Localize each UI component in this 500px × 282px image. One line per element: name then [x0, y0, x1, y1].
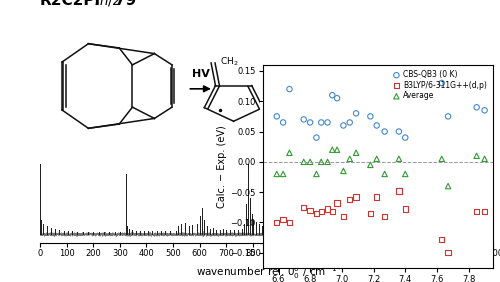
Average — [380, 172, 388, 176]
B3LYP/6-311G++(d,p) — [346, 197, 354, 202]
CBS-QB3 (0 K) — [317, 120, 325, 125]
CBS-QB3 (0 K) — [444, 114, 452, 119]
Average — [472, 153, 480, 158]
CBS-QB3 (0 K) — [402, 135, 409, 140]
CBS-QB3 (0 K) — [438, 81, 446, 85]
CBS-QB3 (0 K) — [340, 123, 347, 128]
CBS-QB3 (0 K) — [306, 120, 314, 125]
Text: HV: HV — [192, 69, 210, 79]
Average — [438, 157, 446, 161]
CBS-QB3 (0 K) — [328, 93, 336, 97]
CBS-QB3 (0 K) — [480, 108, 488, 113]
CBS-QB3 (0 K) — [312, 135, 320, 140]
B3LYP/6-311G++(d,p) — [395, 189, 403, 193]
B3LYP/6-311G++(d,p) — [372, 195, 380, 199]
CBS-QB3 (0 K) — [352, 111, 360, 116]
Average — [480, 157, 488, 161]
CBS-QB3 (0 K) — [300, 117, 308, 122]
B3LYP/6-311G++(d,p) — [402, 207, 409, 212]
B3LYP/6-311G++(d,p) — [352, 195, 360, 199]
CBS-QB3 (0 K) — [346, 120, 354, 125]
Average — [273, 172, 281, 176]
Average — [395, 157, 403, 161]
B3LYP/6-311G++(d,p) — [366, 211, 374, 216]
CBS-QB3 (0 K) — [472, 105, 480, 109]
Text: $m/z$: $m/z$ — [94, 0, 122, 8]
B3LYP/6-311G++(d,p) — [472, 209, 480, 214]
B3LYP/6-311G++(d,p) — [312, 211, 320, 216]
Average — [286, 151, 294, 155]
Legend: CBS-QB3 (0 K), B3LYP/6-311G++(d,p), Average: CBS-QB3 (0 K), B3LYP/6-311G++(d,p), Aver… — [390, 69, 488, 102]
B3LYP/6-311G++(d,p) — [328, 209, 336, 214]
CBS-QB3 (0 K) — [366, 114, 374, 119]
B3LYP/6-311G++(d,p) — [333, 201, 341, 205]
B3LYP/6-311G++(d,p) — [444, 250, 452, 255]
CBS-QB3 (0 K) — [286, 87, 294, 91]
Average — [306, 160, 314, 164]
Average — [352, 151, 360, 155]
B3LYP/6-311G++(d,p) — [324, 207, 332, 212]
B3LYP/6-311G++(d,p) — [480, 209, 488, 214]
Average — [333, 147, 341, 152]
B3LYP/6-311G++(d,p) — [340, 214, 347, 219]
Average — [372, 157, 380, 161]
Average — [346, 157, 354, 161]
CBS-QB3 (0 K) — [333, 96, 341, 100]
FancyBboxPatch shape — [31, 17, 269, 169]
B3LYP/6-311G++(d,p) — [273, 220, 281, 225]
B3LYP/6-311G++(d,p) — [300, 205, 308, 210]
Text: CH$_2$: CH$_2$ — [220, 55, 238, 68]
B3LYP/6-311G++(d,p) — [317, 209, 325, 214]
B3LYP/6-311G++(d,p) — [306, 208, 314, 213]
Average — [366, 163, 374, 167]
Average — [279, 172, 287, 176]
Text: R2C2PI: R2C2PI — [40, 0, 101, 8]
Text: 79: 79 — [114, 0, 136, 8]
Average — [317, 160, 325, 164]
B3LYP/6-311G++(d,p) — [380, 214, 388, 219]
Average — [340, 169, 347, 173]
CBS-QB3 (0 K) — [279, 120, 287, 125]
Y-axis label: Calc. − Exp. (eV): Calc. − Exp. (eV) — [218, 125, 228, 208]
Average — [328, 147, 336, 152]
B3LYP/6-311G++(d,p) — [279, 217, 287, 222]
CBS-QB3 (0 K) — [380, 129, 388, 134]
CBS-QB3 (0 K) — [324, 120, 332, 125]
B3LYP/6-311G++(d,p) — [438, 237, 446, 242]
X-axis label: wavenumber rel. $0_0^0$ / cm$^{-1}$: wavenumber rel. $0_0^0$ / cm$^{-1}$ — [196, 264, 336, 281]
B3LYP/6-311G++(d,p) — [286, 220, 294, 225]
CBS-QB3 (0 K) — [395, 129, 403, 134]
CBS-QB3 (0 K) — [372, 123, 380, 128]
CBS-QB3 (0 K) — [273, 114, 281, 119]
Average — [324, 160, 332, 164]
Average — [444, 184, 452, 188]
Average — [312, 172, 320, 176]
Average — [402, 172, 409, 176]
Average — [300, 160, 308, 164]
